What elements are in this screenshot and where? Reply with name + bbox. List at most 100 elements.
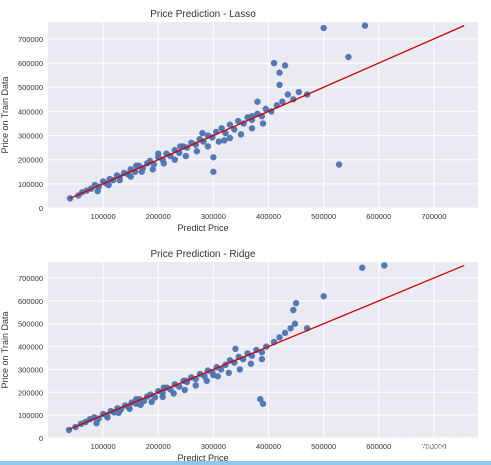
- data-point: [221, 137, 228, 144]
- x-tick-label: 600000: [366, 212, 391, 221]
- data-point: [361, 22, 369, 29]
- x-axis-label: Predict Price: [177, 453, 228, 463]
- y-tick-label: 600000: [18, 297, 43, 306]
- data-point: [176, 383, 183, 390]
- x-tick-label: 200000: [146, 442, 171, 451]
- data-point: [258, 355, 266, 363]
- y-axis-label: Price on Train Data: [0, 76, 10, 153]
- y-tick-label: 500000: [18, 83, 43, 92]
- data-point: [133, 162, 140, 169]
- data-point: [138, 168, 145, 175]
- data-point: [193, 148, 201, 155]
- data-point: [116, 177, 123, 184]
- data-point: [276, 81, 283, 89]
- data-point: [292, 299, 300, 307]
- data-point: [259, 120, 267, 127]
- data-point: [218, 125, 225, 132]
- x-tick-label: 500000: [311, 212, 336, 221]
- data-point: [281, 329, 289, 337]
- reference-line: [69, 25, 465, 199]
- data-point: [290, 306, 297, 314]
- data-point: [259, 400, 267, 407]
- data-point: [281, 62, 289, 69]
- data-point: [248, 125, 256, 132]
- data-point: [217, 366, 225, 373]
- data-point: [270, 59, 278, 67]
- x-tick-label: 500000: [311, 442, 336, 451]
- data-point: [232, 345, 239, 353]
- data-point: [115, 409, 122, 417]
- data-point: [155, 150, 162, 157]
- y-tick-label: 700000: [18, 35, 43, 44]
- data-point: [127, 173, 134, 180]
- x-tick-label: 400000: [256, 442, 281, 451]
- data-point: [177, 143, 184, 150]
- data-point: [149, 166, 156, 173]
- data-point: [254, 98, 261, 105]
- x-tick-label: 700000: [421, 442, 446, 451]
- x-tick-label: 300000: [201, 442, 226, 451]
- data-point: [225, 369, 233, 377]
- data-point: [320, 293, 327, 300]
- y-tick-label: 500000: [18, 320, 43, 329]
- y-tick-label: 300000: [18, 132, 43, 141]
- data-point: [231, 126, 238, 133]
- y-tick-label: 300000: [18, 365, 43, 374]
- data-point: [210, 168, 217, 175]
- data-point: [203, 377, 210, 385]
- data-point: [94, 187, 101, 195]
- data-point: [381, 262, 388, 269]
- data-point: [279, 98, 286, 105]
- data-point: [320, 24, 327, 32]
- data-point: [295, 88, 303, 96]
- data-point: [291, 320, 299, 327]
- data-point: [199, 129, 206, 137]
- y-tick-label: 200000: [18, 156, 43, 165]
- y-tick-label: 100000: [18, 180, 43, 189]
- bottom-bar: [0, 461, 491, 465]
- data-point: [159, 393, 166, 401]
- y-tick-label: 0: [39, 434, 43, 443]
- x-tick-label: 100000: [91, 442, 116, 451]
- chart-title: Price Prediction - Lasso: [150, 9, 256, 20]
- data-point: [126, 405, 133, 412]
- data-point: [171, 156, 178, 163]
- data-point: [237, 131, 245, 138]
- x-axis-label: Predict Price: [177, 223, 228, 233]
- data-point: [247, 360, 255, 367]
- data-point: [210, 371, 217, 379]
- data-point: [160, 160, 167, 167]
- data-point: [234, 117, 242, 125]
- data-point: [226, 121, 234, 128]
- data-point: [284, 91, 292, 98]
- data-point: [181, 386, 188, 394]
- y-tick-label: 100000: [18, 411, 43, 420]
- x-tick-label: 600000: [366, 442, 391, 451]
- y-tick-label: 400000: [18, 343, 43, 352]
- data-point: [148, 398, 155, 406]
- data-point: [210, 154, 217, 161]
- y-tick-label: 200000: [18, 388, 43, 397]
- x-tick-label: 200000: [146, 212, 171, 221]
- data-point: [204, 143, 212, 150]
- ridge-chart: 100000 200000 300000 400000 500000 600000 7000…: [0, 249, 478, 463]
- data-point: [287, 325, 294, 332]
- data-point: [276, 69, 283, 76]
- chart-title: Price Prediction - Ridge: [150, 249, 255, 260]
- data-point: [335, 161, 343, 168]
- data-point: [258, 349, 266, 356]
- reference-line: [68, 264, 465, 430]
- data-point: [226, 134, 234, 142]
- x-tick-label: 700000: [421, 212, 446, 221]
- data-point: [262, 105, 269, 113]
- data-point: [192, 382, 199, 389]
- y-tick-label: 400000: [18, 107, 43, 116]
- data-point: [151, 394, 159, 401]
- lasso-chart: 100000 200000 300000 400000 500000 600000 7000…: [0, 9, 478, 233]
- data-point: [93, 419, 100, 427]
- data-point: [236, 366, 244, 373]
- data-point: [359, 264, 366, 271]
- data-point: [170, 390, 177, 397]
- data-point: [104, 414, 111, 421]
